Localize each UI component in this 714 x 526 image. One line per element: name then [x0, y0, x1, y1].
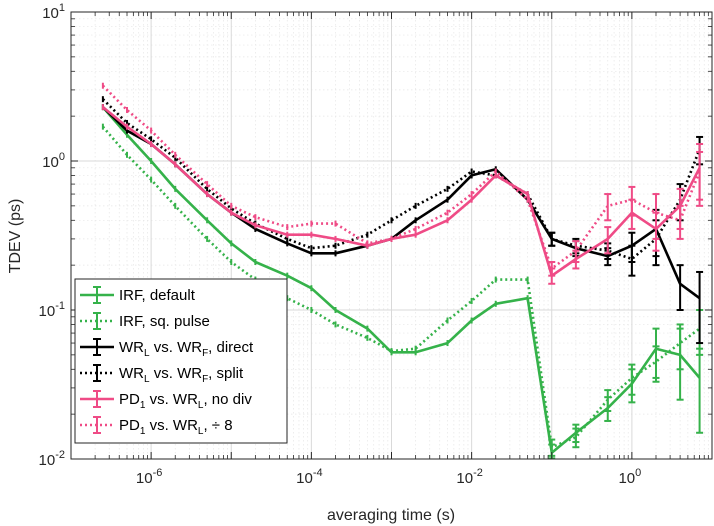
legend-label: PD1 vs. WRL, ÷ 8 — [119, 417, 233, 437]
axis-ticks — [70, 11, 713, 460]
series-5 — [101, 82, 704, 277]
series-line — [101, 84, 701, 270]
x-tick-label: 10-4 — [296, 467, 322, 487]
legend-label: WRL vs. WRF, direct — [119, 339, 254, 359]
legend-label: PD1 vs. WRL, no div — [119, 391, 252, 411]
x-tick-label: 10-2 — [456, 467, 482, 487]
tick-labels: 10-6 10-4 10-2 100 10-2 10-1 100 101 — [39, 2, 642, 487]
y-axis-label: TDEV (ps) — [7, 199, 24, 274]
y-tick-label: 100 — [42, 151, 65, 171]
series-line — [101, 106, 701, 455]
series-line — [101, 98, 701, 261]
series-layer — [101, 82, 704, 460]
y-tick-label: 10-2 — [39, 449, 65, 469]
legend-label: IRF, sq. pulse — [119, 313, 210, 330]
legend-label: WRL vs. WRF, split — [119, 365, 244, 385]
x-axis-label: averaging time (s) — [327, 507, 455, 524]
y-tick-label: 10-1 — [39, 300, 65, 320]
legend-label: IRF, default — [119, 287, 196, 304]
legend: IRF, default IRF, sq. pulse WRL vs. WRF, d… — [74, 278, 288, 444]
series-line — [102, 106, 701, 278]
series-line — [101, 125, 701, 449]
y-tick-label: 101 — [42, 2, 65, 22]
legend-box — [74, 278, 288, 444]
x-tick-label: 10-6 — [136, 467, 162, 487]
x-tick-label: 100 — [618, 467, 641, 487]
